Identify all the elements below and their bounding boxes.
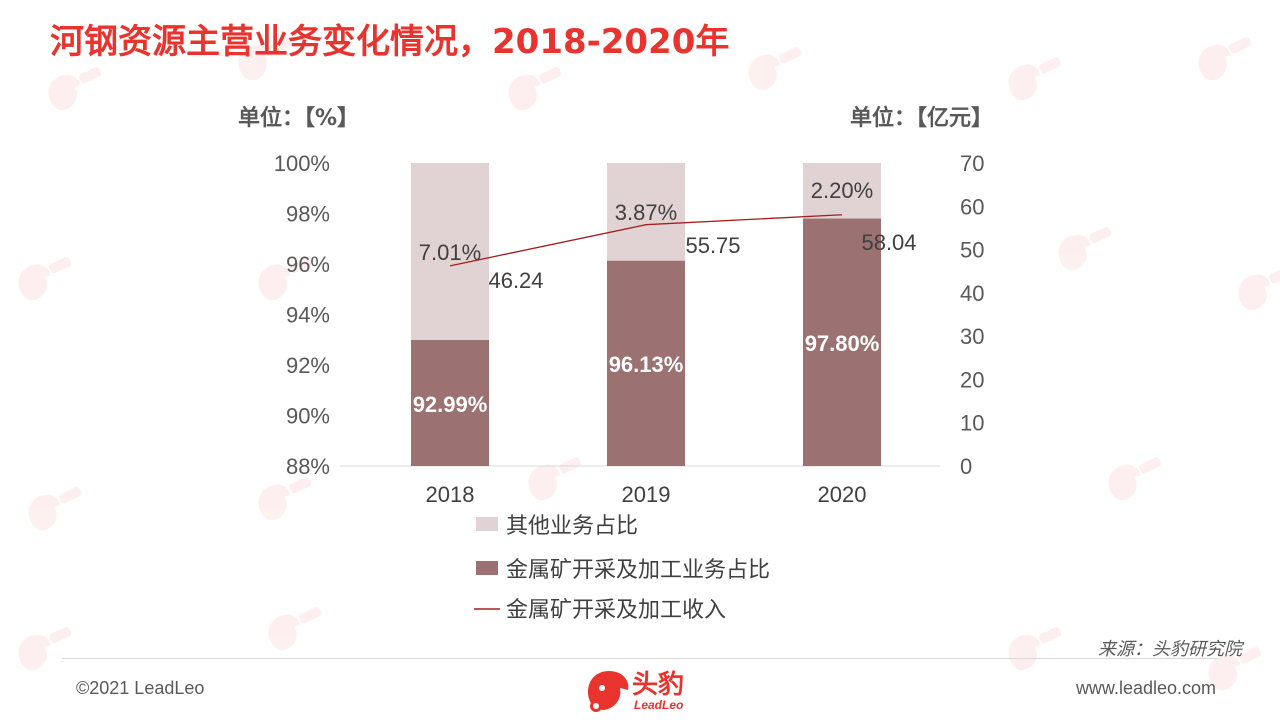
legend-swatch-other — [476, 517, 498, 531]
bar-other-label: 3.87% — [615, 200, 677, 225]
revenue-line — [449, 214, 843, 267]
bar-other-label: 2.20% — [811, 178, 873, 203]
bar-other-share — [411, 163, 489, 341]
legend-label-other: 其他业务占比 — [506, 514, 638, 539]
left-tick-label: 96% — [286, 252, 330, 277]
left-tick-label: 98% — [286, 202, 330, 227]
source-note: 来源：头豹研究院 — [1098, 639, 1242, 660]
page-title: 河钢资源主营业务变化情况，2018-2020年 — [50, 22, 730, 62]
right-axis-unit: 单位：【亿元】 — [850, 106, 994, 131]
bar-other-share — [607, 163, 685, 261]
right-tick-label: 70 — [960, 151, 984, 176]
bar-metal-share — [803, 218, 881, 466]
website-link[interactable]: www.leadleo.com — [1075, 678, 1216, 698]
leopard-icon — [588, 670, 629, 712]
x-tick-label: 2020 — [818, 482, 867, 507]
right-tick-label: 40 — [960, 281, 984, 306]
right-tick-label: 50 — [960, 238, 984, 263]
chart: 88% 90% 92% 94% 96% 98% 100% 0 10 20 30 40 50 60 70 201… — [274, 151, 985, 623]
legend-label-revenue: 金属矿开采及加工收入 — [506, 598, 726, 623]
left-axis-unit: 单位：【%】 — [238, 106, 360, 131]
left-tick-label: 100% — [274, 151, 330, 176]
bar-metal-label: 96.13% — [609, 352, 684, 377]
x-tick-label: 2018 — [426, 482, 475, 507]
bar-metal-label: 97.80% — [805, 331, 880, 356]
logo-sub: LeadLeo — [634, 698, 684, 712]
left-tick-label: 88% — [286, 454, 330, 479]
bar-metal-share — [411, 340, 489, 466]
right-tick-label: 10 — [960, 411, 984, 436]
revenue-label: 55.75 — [685, 233, 740, 258]
copyright: ©2021 LeadLeo — [76, 678, 205, 698]
left-tick-label: 92% — [286, 353, 330, 378]
right-tick-label: 30 — [960, 324, 984, 349]
logo-name: 头豹 — [632, 670, 685, 700]
left-tick-label: 94% — [286, 303, 330, 328]
legend-swatch-metal — [476, 561, 498, 575]
bar-metal-share — [607, 260, 685, 466]
revenue-label: 58.04 — [861, 230, 916, 255]
legend-label-metal: 金属矿开采及加工业务占比 — [506, 558, 770, 583]
right-tick-label: 60 — [960, 194, 984, 219]
leadleo-logo: 头豹 LeadLeo — [582, 662, 712, 720]
x-tick-label: 2019 — [622, 482, 671, 507]
revenue-label: 46.24 — [488, 268, 543, 293]
right-tick-label: 0 — [960, 454, 972, 479]
footer-divider — [62, 658, 1218, 659]
bar-metal-label: 92.99% — [413, 392, 488, 417]
right-tick-label: 20 — [960, 367, 984, 392]
left-tick-label: 90% — [286, 404, 330, 429]
bar-other-share — [803, 163, 881, 219]
